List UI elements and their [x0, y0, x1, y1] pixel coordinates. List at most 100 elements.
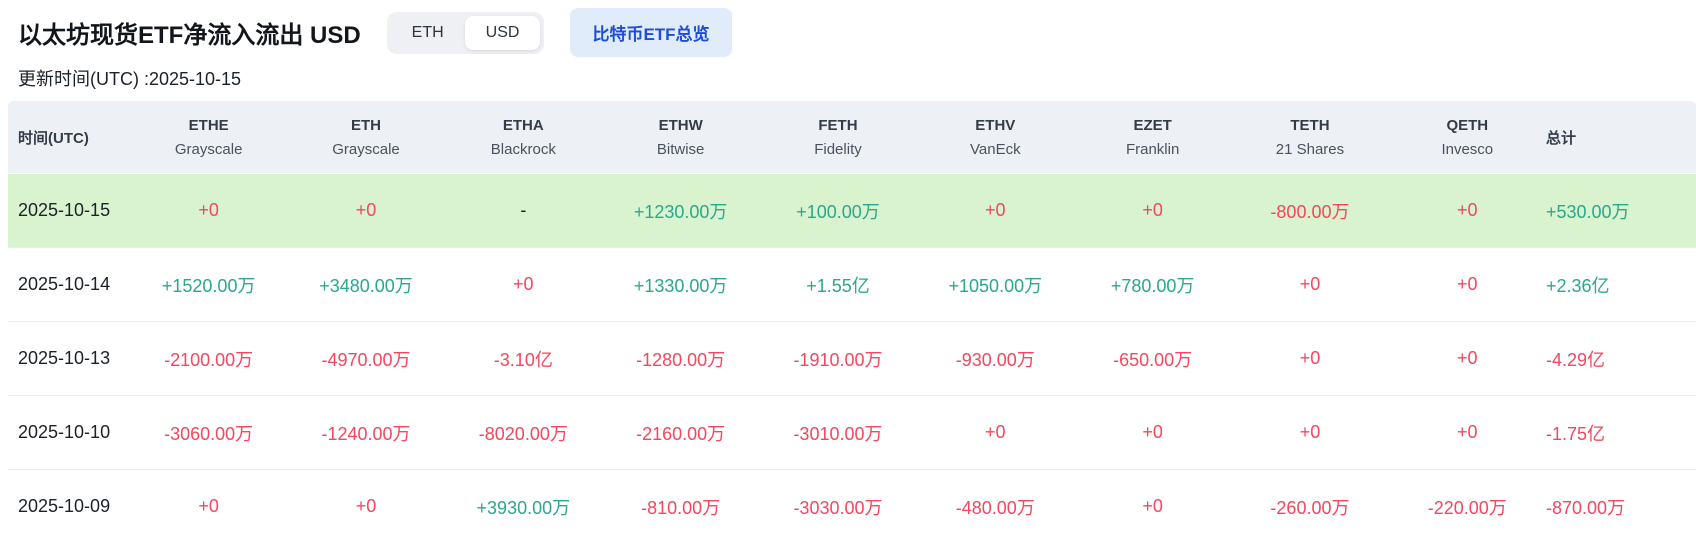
currency-toggle: ETH USD: [386, 11, 545, 54]
row-date: 2025-10-13: [18, 348, 111, 368]
flow-value: -260.00万: [1270, 497, 1350, 518]
fund-ticker: ETHA: [502, 116, 544, 134]
fund-issuer: 21 Shares: [1275, 140, 1345, 158]
column-header-fund: QETH Invesco: [1389, 117, 1546, 158]
column-header-fund: ETHE Grayscale: [130, 117, 287, 158]
flow-value: +1050.00万: [948, 275, 1043, 296]
cell-fund-flow: -1910.00万: [759, 346, 916, 372]
column-header-total: 总计: [1546, 129, 1577, 147]
fund-issuer: Grayscale: [174, 140, 243, 158]
fund-issuer: Invesco: [1441, 140, 1494, 158]
flow-value: -1910.00万: [793, 349, 883, 370]
cell-fund-flow: -2100.00万: [130, 346, 287, 372]
cell-fund-flow: +0: [1074, 200, 1231, 221]
fund-column-headers: ETHE Grayscale ETH Grayscale ETHA Blackrock ET…: [130, 117, 1546, 158]
flow-value: -3010.00万: [793, 423, 883, 444]
table-row: 2025-10-10 -3060.00万 -1240.00万 -8020.00万 -21…: [8, 395, 1696, 469]
row-date: 2025-10-09: [18, 496, 111, 516]
flow-value: +0: [1299, 348, 1321, 368]
flow-value: +1.55亿: [806, 275, 870, 296]
cell-fund-flow: -800.00万: [1231, 198, 1388, 224]
flow-value: +2.36亿: [1545, 275, 1610, 296]
currency-toggle-usd[interactable]: USD: [464, 15, 541, 50]
flow-value: -650.00万: [1113, 349, 1193, 370]
fund-issuer: Blackrock: [490, 140, 556, 158]
cell-total-flow: -870.00万: [1546, 494, 1696, 520]
cell-fund-flow: +0: [1231, 422, 1388, 443]
cell-fund-flow: -480.00万: [917, 494, 1074, 520]
cell-fund-flow: -: [445, 200, 602, 221]
table-row: 2025-10-09 +0 +0 +3930.00万 -810.00万 -3030.00万…: [8, 469, 1696, 543]
flow-value: +3930.00万: [476, 497, 571, 518]
cell-fund-flow: +3480.00万: [287, 272, 444, 298]
cell-fund-flow: -650.00万: [1074, 346, 1231, 372]
flow-value: +0: [1457, 422, 1478, 442]
flow-value: +0: [198, 496, 219, 516]
flow-value: +0: [985, 422, 1006, 442]
update-time: 更新时间(UTC) :2025-10-15: [18, 69, 242, 89]
flow-value: -2160.00万: [636, 423, 726, 444]
fund-issuer: Franklin: [1125, 140, 1180, 158]
flow-value: -: [520, 200, 527, 220]
fund-ticker: QETH: [1446, 116, 1489, 134]
cell-fund-flow: +0: [287, 200, 444, 221]
currency-toggle-eth[interactable]: ETH: [391, 16, 465, 50]
cell-fund-flow: -930.00万: [917, 346, 1074, 372]
etf-flow-table: 时间(UTC) ETHE Grayscale ETH Grayscale ETHA Bla…: [8, 101, 1696, 543]
btc-etf-overview-button[interactable]: 比特币ETF总览: [570, 8, 732, 57]
cell-fund-flow: -3010.00万: [759, 420, 916, 446]
cell-fund-flow: +0: [1231, 348, 1388, 369]
cell-fund-flow: +1.55亿: [759, 272, 916, 298]
page-title: 以太坊现货ETF净流入流出 USD: [18, 22, 361, 49]
flow-value: +0: [1299, 274, 1321, 294]
cell-fund-flow: -2160.00万: [602, 420, 759, 446]
flow-value: -8020.00万: [478, 423, 568, 444]
row-date: 2025-10-15: [18, 200, 111, 220]
flow-value: +1330.00万: [633, 275, 728, 296]
flow-value: +530.00万: [1545, 201, 1630, 222]
flow-value: +0: [1457, 274, 1478, 294]
column-header-fund: ETH Grayscale: [287, 117, 444, 158]
column-header-fund: EZET Franklin: [1074, 117, 1231, 158]
flow-value: -810.00万: [641, 497, 721, 518]
cell-fund-flow: +0: [1389, 348, 1546, 369]
cell-fund-flow: -3030.00万: [759, 494, 916, 520]
fund-ticker: EZET: [1133, 116, 1172, 134]
flow-value: +0: [1142, 200, 1163, 220]
table-row: 2025-10-15 +0 +0 - +1230.00万 +100.00万 +0 +0 -800…: [8, 173, 1696, 247]
flow-value: -3030.00万: [793, 497, 883, 518]
flow-value: -1280.00万: [636, 349, 726, 370]
fund-ticker: FETH: [818, 116, 858, 134]
flow-value: +3480.00万: [319, 275, 413, 296]
fund-ticker: TETH: [1290, 116, 1330, 134]
cell-fund-flow: -4970.00万: [287, 346, 444, 372]
flow-value: +0: [355, 496, 377, 516]
column-header-fund: TETH 21 Shares: [1231, 117, 1388, 158]
cell-total-flow: -4.29亿: [1546, 346, 1696, 372]
flow-value: +0: [1142, 496, 1163, 516]
flow-value: +0: [513, 274, 534, 294]
flow-value: +0: [198, 200, 219, 220]
cell-fund-flow: +0: [917, 422, 1074, 443]
cell-fund-flow: +0: [1231, 274, 1388, 295]
flow-value: -870.00万: [1545, 497, 1626, 518]
cell-fund-flow: -220.00万: [1389, 494, 1546, 520]
flow-value: +0: [355, 200, 377, 220]
table-body: 2025-10-15 +0 +0 - +1230.00万 +100.00万 +0 +0 -800…: [8, 173, 1696, 543]
cell-fund-flow: -260.00万: [1231, 494, 1388, 520]
cell-fund-flow: +0: [1074, 422, 1231, 443]
flow-value: -2100.00万: [164, 349, 254, 370]
cell-fund-flow: +1520.00万: [130, 272, 287, 298]
cell-fund-flow: -810.00万: [602, 494, 759, 520]
fund-ticker: ETHW: [658, 116, 703, 134]
flow-value: -3.10亿: [493, 349, 553, 370]
cell-fund-flow: +0: [917, 200, 1074, 221]
row-date: 2025-10-10: [18, 422, 111, 442]
cell-fund-flow: +780.00万: [1074, 272, 1231, 298]
cell-fund-flow: +0: [1389, 274, 1546, 295]
flow-value: -1240.00万: [321, 423, 411, 444]
column-header-date: 时间(UTC): [18, 129, 89, 147]
flow-value: +1230.00万: [633, 201, 728, 222]
fund-ticker: ETHE: [188, 116, 229, 134]
cell-fund-flow: +0: [1389, 200, 1546, 221]
